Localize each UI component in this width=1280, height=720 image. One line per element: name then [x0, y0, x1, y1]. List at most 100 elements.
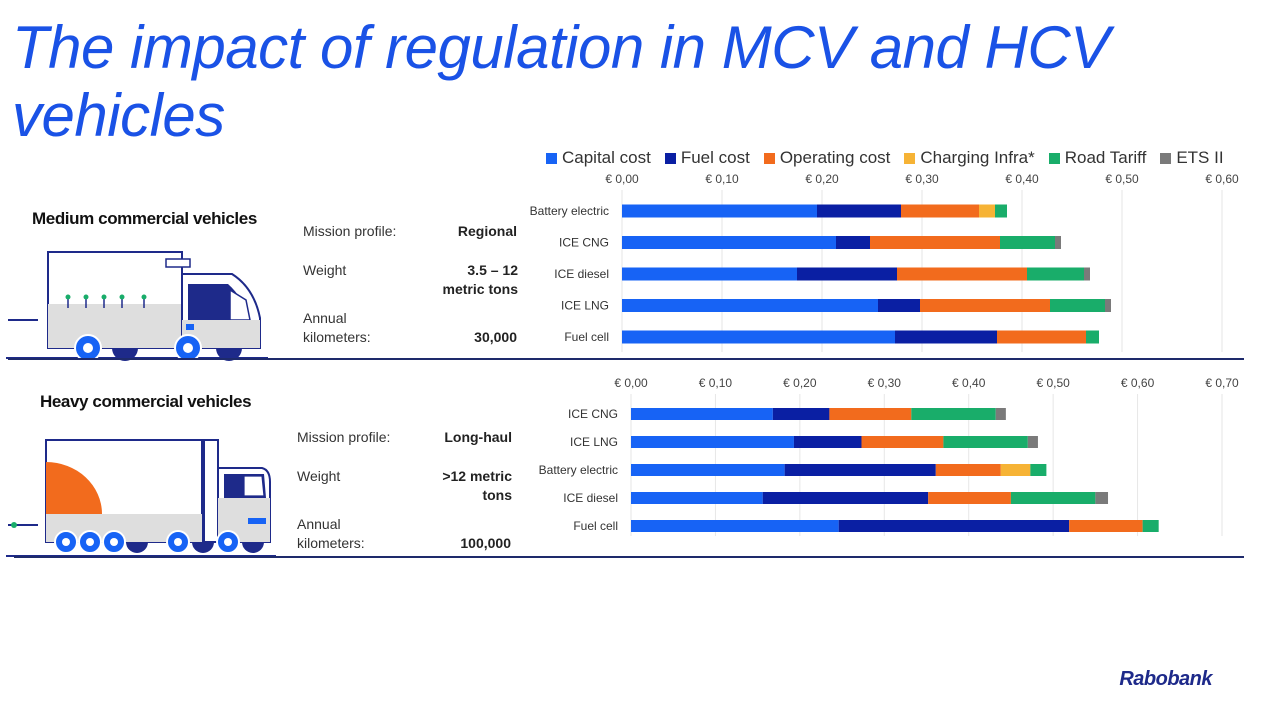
hcv-km-label-1: Annual — [297, 516, 341, 532]
x-tick-label: € 0,40 — [952, 376, 986, 390]
bar-segment — [622, 299, 878, 312]
x-tick-label: € 0,10 — [705, 172, 739, 186]
bar-segment — [1142, 520, 1159, 532]
x-tick-label: € 0,40 — [1005, 172, 1039, 186]
category-label: Battery electric — [530, 204, 609, 218]
x-tick-label: € 0,10 — [699, 376, 733, 390]
hcv-divider — [14, 556, 1244, 558]
bar-segment — [897, 267, 1027, 281]
bar-segment — [622, 330, 895, 344]
category-label: ICE CNG — [559, 236, 609, 250]
category-label: ICE LNG — [561, 299, 609, 313]
chart-legend: Capital cost Fuel cost Operating cost Charg… — [546, 148, 1224, 168]
legend-item: ETS II — [1160, 148, 1224, 168]
legend-label: Capital cost — [562, 148, 651, 167]
bar-segment — [793, 436, 862, 448]
hcv-section-title: Heavy commercial vehicles — [40, 392, 252, 411]
bar-segment — [1069, 520, 1143, 532]
bar-segment — [838, 520, 1070, 532]
bar-segment — [797, 267, 897, 281]
x-tick-label: € 0,20 — [783, 376, 817, 390]
bar-segment — [762, 492, 929, 504]
bar-segment — [631, 464, 785, 476]
hcv-weight-value-1: >12 metric — [442, 468, 512, 484]
bar-segment — [1000, 464, 1031, 476]
mcv-km-label-2: kilometers: — [303, 329, 371, 345]
legend-item: Fuel cost — [664, 148, 750, 168]
x-tick-label: € 0,30 — [868, 376, 902, 390]
category-label: ICE diesel — [554, 267, 609, 281]
bar-segment — [995, 408, 1006, 420]
hcv-km-value: 100,000 — [460, 535, 511, 551]
x-tick-label: € 0,60 — [1121, 376, 1155, 390]
hcv-mission-label: Mission profile: — [297, 429, 391, 445]
legend-swatch — [546, 152, 557, 164]
bar-segment — [1105, 299, 1111, 312]
legend-swatch — [1048, 152, 1060, 164]
bar-segment — [1095, 492, 1109, 504]
bar-segment — [1050, 299, 1105, 312]
bar-segment — [1030, 464, 1047, 476]
bar-segment — [631, 520, 839, 532]
bar-segment — [622, 236, 836, 249]
mcv-weight-value-2: metric tons — [442, 281, 518, 297]
bar-segment — [997, 330, 1086, 344]
bar-segment — [1027, 436, 1038, 448]
hcv-weight-label: Weight — [297, 468, 341, 484]
category-label: ICE diesel — [563, 491, 618, 505]
category-label: ICE CNG — [568, 407, 618, 421]
mcv-km-label-1: Annual — [303, 310, 347, 326]
category-label: ICE LNG — [570, 435, 618, 449]
bar-segment — [979, 204, 995, 218]
bar-segment — [817, 204, 901, 218]
hcv-weight-value-2: tons — [482, 487, 512, 503]
x-tick-label: € 0,30 — [905, 172, 939, 186]
bar-segment — [1027, 267, 1084, 281]
category-label: Battery electric — [539, 463, 618, 477]
bar-segment — [928, 492, 1011, 504]
bar-segment — [901, 204, 979, 218]
legend-label: Fuel cost — [680, 148, 750, 167]
bar-segment — [1000, 236, 1055, 249]
legend-label: Charging Infra* — [920, 148, 1035, 167]
bar-segment — [1086, 330, 1099, 344]
mcv-km-value: 30,000 — [474, 329, 517, 345]
x-tick-label: € 0,70 — [1205, 376, 1239, 390]
category-label: Fuel cell — [564, 330, 609, 344]
mcv-weight-value-1: 3.5 – 12 — [467, 262, 518, 278]
x-tick-label: € 0,50 — [1036, 376, 1070, 390]
category-label: Fuel cell — [573, 519, 618, 533]
bar-segment — [829, 408, 912, 420]
mcv-mission-value: Regional — [457, 223, 517, 239]
legend-item: Charging Infra* — [904, 148, 1035, 168]
bar-segment — [935, 464, 1001, 476]
mcv-weight-label: Weight — [303, 262, 347, 278]
medium-truck-icon — [6, 251, 268, 362]
bar-segment — [920, 299, 1050, 312]
legend-item: Capital cost — [546, 148, 651, 168]
chart-1: € 0,00 € 0,10 € 0,20 € 0,30 € 0,40 € 0,50 € 0,… — [539, 376, 1239, 536]
bar-segment — [861, 436, 944, 448]
legend-item: Road Tariff — [1048, 148, 1146, 168]
bar-segment — [943, 436, 1028, 448]
bar-segment — [878, 299, 920, 312]
bar-segment — [622, 204, 817, 218]
bar-segment — [1010, 492, 1096, 504]
bar-segment — [622, 267, 797, 281]
bar-segment — [631, 408, 773, 420]
rabobank-logo: Rabobank — [1119, 668, 1212, 690]
legend-swatch — [904, 152, 916, 164]
bar-segment — [895, 330, 997, 344]
bar-segment — [1084, 267, 1090, 281]
bar-segment — [784, 464, 936, 476]
bar-segment — [870, 236, 1000, 249]
bar-segment — [631, 492, 763, 504]
mcv-mission-label: Mission profile: — [303, 223, 397, 239]
bar-segment — [836, 236, 870, 249]
chart-0: € 0,00 € 0,10 € 0,20 € 0,30 € 0,40 € 0,50 € 0,… — [530, 172, 1239, 352]
mcv-divider — [8, 358, 1244, 360]
legend-item: Operating cost — [763, 148, 890, 168]
legend-swatch — [664, 152, 676, 164]
hcv-mission-value: Long-haul — [444, 429, 512, 445]
